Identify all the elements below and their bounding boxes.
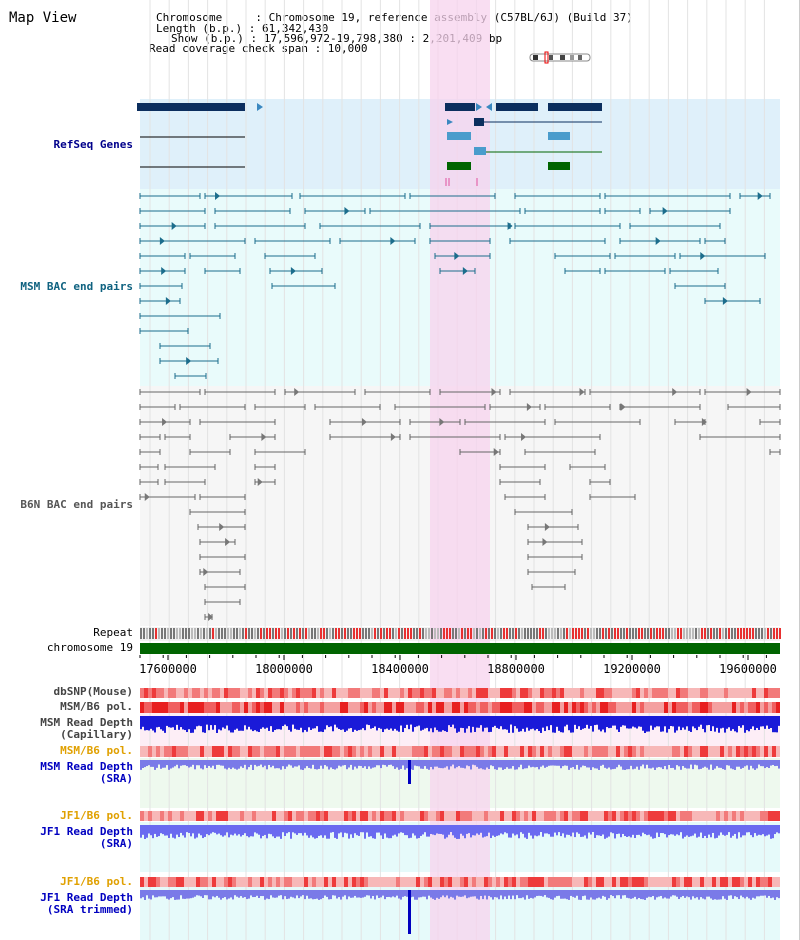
svg-text:19200000: 19200000 <box>603 662 661 676</box>
label-msm-b6-pol-1: MSM/B6 pol. <box>60 700 133 713</box>
svg-text:18000000: 18000000 <box>255 662 313 676</box>
label-msm-depth-sra-2: (SRA) <box>99 772 133 785</box>
msm-sra-depth <box>140 760 780 784</box>
msm-bac-end-pairs[interactable] <box>139 192 771 379</box>
info-length: Length (b.p.) : 61,342,430 <box>156 22 329 35</box>
msm-b6-pol-strip-1 <box>140 702 780 713</box>
svg-text:18800000: 18800000 <box>487 662 545 676</box>
label-jf1-depth-sra-2: (SRA) <box>99 837 133 850</box>
msm-capillary-depth <box>140 716 780 733</box>
position-axis: 17600000 18000000 18400000 18800000 19200000… <box>139 655 777 676</box>
svg-text:17600000: 17600000 <box>139 662 197 676</box>
jf1-sra-trimmed-depth <box>140 890 780 934</box>
repeat-track <box>140 628 781 639</box>
msm-b6-pol-strip-2 <box>140 746 780 757</box>
label-msm-depth-sra-1: MSM Read Depth <box>40 760 133 773</box>
b6n-bac-end-pairs[interactable] <box>139 388 781 621</box>
chromosome-ideogram[interactable] <box>529 51 591 64</box>
label-jf1-b6-pol-1: JF1/B6 pol. <box>60 809 133 822</box>
label-dbsnp: dbSNP(Mouse) <box>53 685 133 698</box>
label-b6n-bac: B6N BAC end pairs <box>20 498 133 511</box>
label-chromosome: chromosome 19 <box>46 641 133 654</box>
chromosome-info: Chromosome : Chromosome 19, reference as… <box>0 0 799 60</box>
chromosome-bar[interactable] <box>140 643 780 654</box>
label-msm-depth-cap-1: MSM Read Depth <box>40 716 133 729</box>
dbsnp-strip <box>140 688 780 698</box>
refseq-genes[interactable] <box>137 103 602 186</box>
svg-text:19600000: 19600000 <box>719 662 777 676</box>
svg-text:18400000: 18400000 <box>371 662 429 676</box>
highlight-region[interactable] <box>430 0 490 940</box>
label-msm-depth-cap-2: (Capillary) <box>60 728 133 741</box>
label-msm-bac: MSM BAC end pairs <box>20 280 133 293</box>
jf1-b6-pol-strip-1 <box>140 811 780 821</box>
jf1-b6-pol-strip-2 <box>140 877 780 887</box>
view-title: Map View <box>9 10 77 26</box>
label-msm-b6-pol-2: MSM/B6 pol. <box>60 744 133 757</box>
label-repeat: Repeat <box>93 626 133 639</box>
label-jf1-b6-pol-2: JF1/B6 pol. <box>60 875 133 888</box>
label-jf1-depth-trim-2: (SRA trimmed) <box>46 903 133 916</box>
jf1-sra-depth <box>140 825 780 839</box>
label-refseq-genes: RefSeq Genes <box>53 138 133 151</box>
label-jf1-depth-trim-1: JF1 Read Depth <box>40 891 133 904</box>
label-jf1-depth-sra-1: JF1 Read Depth <box>40 825 133 838</box>
